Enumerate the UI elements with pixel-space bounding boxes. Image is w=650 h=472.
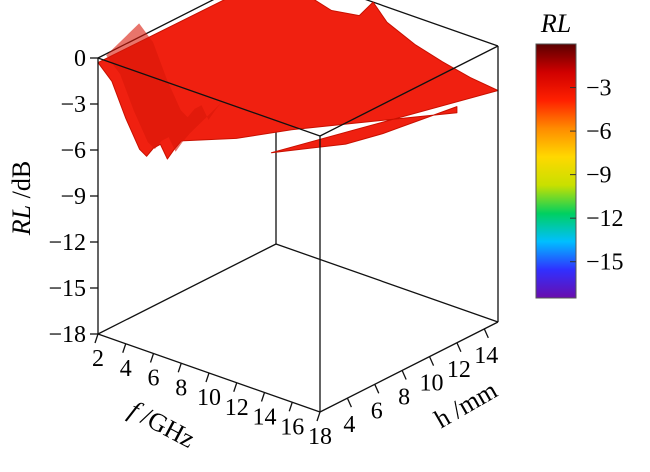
f-tick-mark <box>288 402 293 412</box>
colorbar-tick-label: −12 <box>586 206 624 232</box>
z-tick-label: 0 <box>74 46 86 72</box>
f-tick-label: 16 <box>280 414 304 440</box>
f-tick-label: 8 <box>175 375 187 401</box>
f-tick-mark <box>316 411 321 422</box>
h-tick-mark <box>374 384 380 394</box>
f-tick-label: 14 <box>253 405 277 431</box>
box-edge <box>97 243 277 335</box>
f-tick-mark <box>122 343 127 353</box>
h-tick-label: 6 <box>371 398 383 424</box>
f-tick-label: 10 <box>197 385 221 411</box>
colorbar-ticks: −3 −6 −9 −12 −15 <box>570 76 624 276</box>
f-tick-label: 4 <box>120 356 132 382</box>
h-tick-label: 10 <box>420 371 444 397</box>
f-tick-mark <box>233 382 238 392</box>
surface-shade <box>106 23 223 152</box>
box-edge <box>275 243 499 323</box>
colorbar-tick-label: −3 <box>586 76 612 102</box>
rl-surface <box>97 0 499 160</box>
f-tick-mark <box>260 392 266 402</box>
f-tick-label: 18 <box>308 424 332 450</box>
colorbar-title: RL <box>540 9 571 38</box>
f-tick-label: 6 <box>148 366 160 392</box>
colorbar-tick-label: −9 <box>586 163 612 189</box>
f-tick-label: 2 <box>92 346 104 372</box>
colorbar-tick-label: −15 <box>586 250 624 276</box>
h-tick-label: 14 <box>474 343 498 369</box>
box-edge <box>97 57 321 137</box>
z-tick-label: −9 <box>60 184 86 210</box>
h-tick-mark <box>428 356 435 366</box>
h-tick-label: 12 <box>447 357 471 383</box>
z-axis-ticks: 0 −3 −6 −9 −12 −15 −18 <box>48 46 98 348</box>
z-tick-label: −15 <box>48 276 86 302</box>
h-tick-mark <box>346 397 352 408</box>
z-tick-label: −6 <box>60 138 86 164</box>
colorbar-tick-label: −6 <box>586 119 612 145</box>
f-tick-mark <box>205 372 210 383</box>
f-tick-mark <box>94 333 99 344</box>
z-tick-label: −12 <box>48 230 86 256</box>
z-tick-label: −18 <box>48 322 86 348</box>
z-tick-label: −3 <box>60 92 86 118</box>
f-axis-ticks: 2 4 6 8 10 12 14 16 18 <box>92 333 332 450</box>
h-tick-label: 8 <box>398 384 410 410</box>
h-tick-mark <box>401 370 407 380</box>
f-tick-mark <box>149 353 155 363</box>
h-tick-mark <box>483 328 489 339</box>
h-tick-mark <box>456 342 462 353</box>
h-tick-label: 4 <box>343 412 355 438</box>
box-edge <box>365 0 499 47</box>
box-edge <box>319 321 499 413</box>
f-tick-mark <box>177 363 182 373</box>
z-axis-title: RL /dB <box>7 161 36 236</box>
box-edge <box>319 45 499 137</box>
f-axis-title: f /GHz <box>124 395 199 453</box>
f-tick-label: 12 <box>225 395 249 421</box>
colorbar <box>535 43 577 299</box>
